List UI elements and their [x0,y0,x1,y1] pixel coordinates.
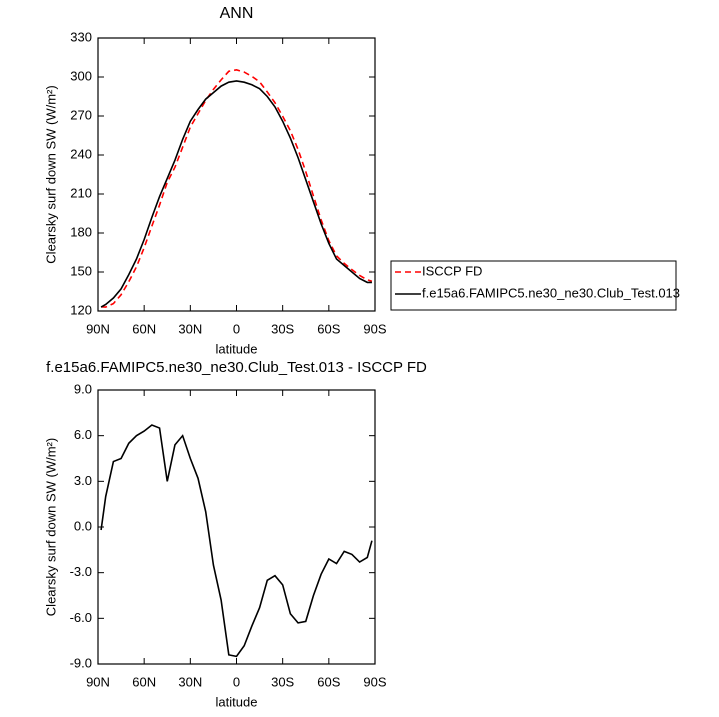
y-axis-label: Clearsky surf down SW (W/m²) [43,85,58,263]
x-axis-label: latitude [216,694,258,709]
chart-title: f.e15a6.FAMIPC5.ne30_ne30.Club_Test.013 … [46,359,427,376]
x-tick-label: 60S [317,321,340,336]
y-tick-label: 270 [70,107,92,122]
x-tick-label: 30S [271,321,294,336]
y-tick-label: -6.0 [70,610,92,625]
chart-title: ANN [220,5,254,22]
y-tick-label: 6.0 [74,427,92,442]
y-tick-label: 240 [70,146,92,161]
series-line [101,69,373,308]
y-tick-label: 330 [70,29,92,44]
x-tick-label: 60S [317,674,340,689]
series-line [100,80,372,308]
y-tick-label: 210 [70,185,92,200]
y-tick-label: -3.0 [70,564,92,579]
y-tick-label: 3.0 [74,473,92,488]
y-tick-label: 120 [70,302,92,317]
y-tick-label: -9.0 [70,655,92,670]
y-axis-label: Clearsky surf down SW (W/m²) [43,438,58,616]
legend-box [390,260,677,311]
x-tick-label: 0 [233,674,240,689]
plot-frame [97,389,376,665]
y-tick-label: 0.0 [74,518,92,533]
y-tick-label: 180 [70,224,92,239]
x-axis-label: latitude [216,341,258,356]
x-tick-label: 90N [86,674,110,689]
x-tick-label: 30N [178,321,202,336]
diff-line [100,424,373,658]
x-tick-label: 90S [363,321,386,336]
x-tick-label: 90S [363,674,386,689]
plot-frame [97,37,376,312]
legend-label: ISCCP FD [422,263,482,278]
x-tick-label: 60N [132,674,156,689]
legend-label: f.e15a6.FAMIPC5.ne30_ne30.Club_Test.013 [422,285,680,300]
x-tick-label: 30N [178,674,202,689]
x-tick-label: 60N [132,321,156,336]
x-tick-label: 30S [271,674,294,689]
y-tick-label: 300 [70,68,92,83]
x-tick-label: 0 [233,321,240,336]
y-tick-label: 9.0 [74,381,92,396]
y-tick-label: 150 [70,263,92,278]
x-tick-label: 90N [86,321,110,336]
